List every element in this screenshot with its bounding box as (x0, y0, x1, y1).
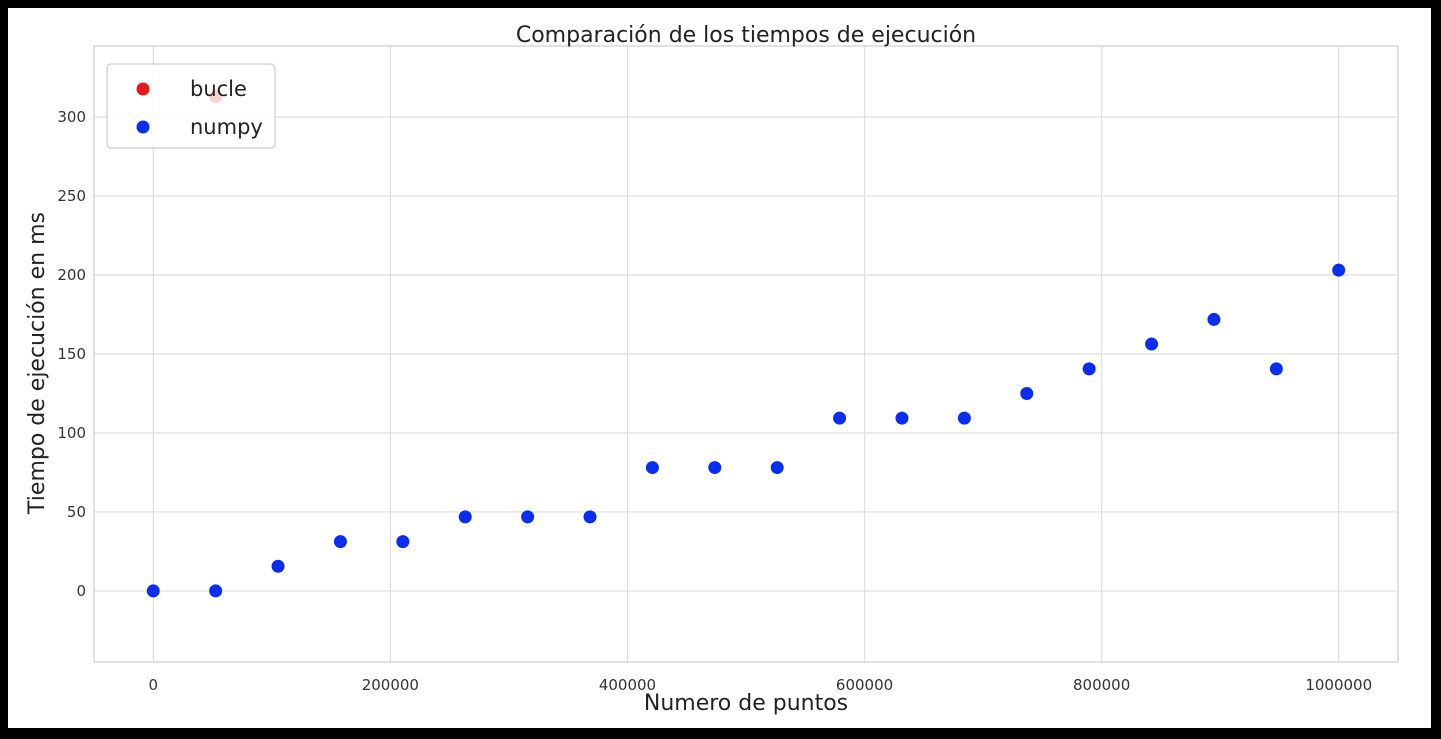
point-numpy (1332, 263, 1346, 277)
plot-border (93, 45, 1399, 663)
chart-frame: 0 200000 400000 600000 800000 1000000 0 50 100 1… (8, 8, 1431, 728)
point-numpy (895, 411, 909, 425)
y-tick-label: 300 (57, 108, 86, 126)
point-numpy (1269, 362, 1283, 376)
x-tick-label: 400000 (599, 676, 656, 694)
legend: bucle numpy (106, 63, 276, 149)
point-numpy (271, 559, 285, 573)
data-points (146, 90, 1346, 598)
point-numpy (458, 510, 472, 524)
grid-lines (94, 46, 1398, 662)
chart-title: Comparación de los tiempos de ejecución (516, 23, 976, 48)
point-numpy (957, 411, 971, 425)
point-numpy (708, 461, 722, 475)
point-numpy (209, 584, 223, 598)
point-numpy (521, 510, 535, 524)
point-numpy (645, 461, 659, 475)
y-tick-label: 200 (57, 266, 86, 284)
point-numpy (833, 411, 847, 425)
y-tick-labels: 0 50 100 150 200 250 300 (57, 108, 86, 600)
x-tick-label: 200000 (362, 676, 419, 694)
x-axis-label: Numero de puntos (644, 691, 848, 716)
x-tick-label: 800000 (1073, 676, 1130, 694)
y-tick-label: 0 (76, 582, 86, 600)
x-tick-label: 0 (148, 676, 158, 694)
point-numpy (146, 584, 160, 598)
point-numpy (1020, 386, 1034, 400)
y-tick-label: 250 (57, 187, 86, 205)
y-tick-label: 50 (67, 503, 86, 521)
y-axis-label: Tiempo de ejecución en ms (25, 212, 50, 515)
x-tick-labels: 0 200000 400000 600000 800000 1000000 (148, 676, 1372, 694)
point-numpy (583, 510, 597, 524)
y-tick-label: 150 (57, 345, 86, 363)
point-numpy (1145, 337, 1159, 351)
legend-label-bucle: bucle (190, 77, 247, 101)
point-numpy (770, 461, 784, 475)
x-tick-label: 600000 (836, 676, 893, 694)
legend-marker-numpy (136, 120, 150, 134)
point-numpy (1082, 362, 1096, 376)
point-numpy (1207, 312, 1221, 326)
legend-marker-bucle (136, 82, 150, 96)
y-tick-label: 100 (57, 424, 86, 442)
scatter-chart: 0 200000 400000 600000 800000 1000000 0 50 100 1… (25, 23, 1399, 716)
point-numpy (396, 535, 410, 549)
point-numpy (333, 535, 347, 549)
x-tick-label: 1000000 (1305, 676, 1372, 694)
legend-label-numpy: numpy (190, 115, 263, 139)
